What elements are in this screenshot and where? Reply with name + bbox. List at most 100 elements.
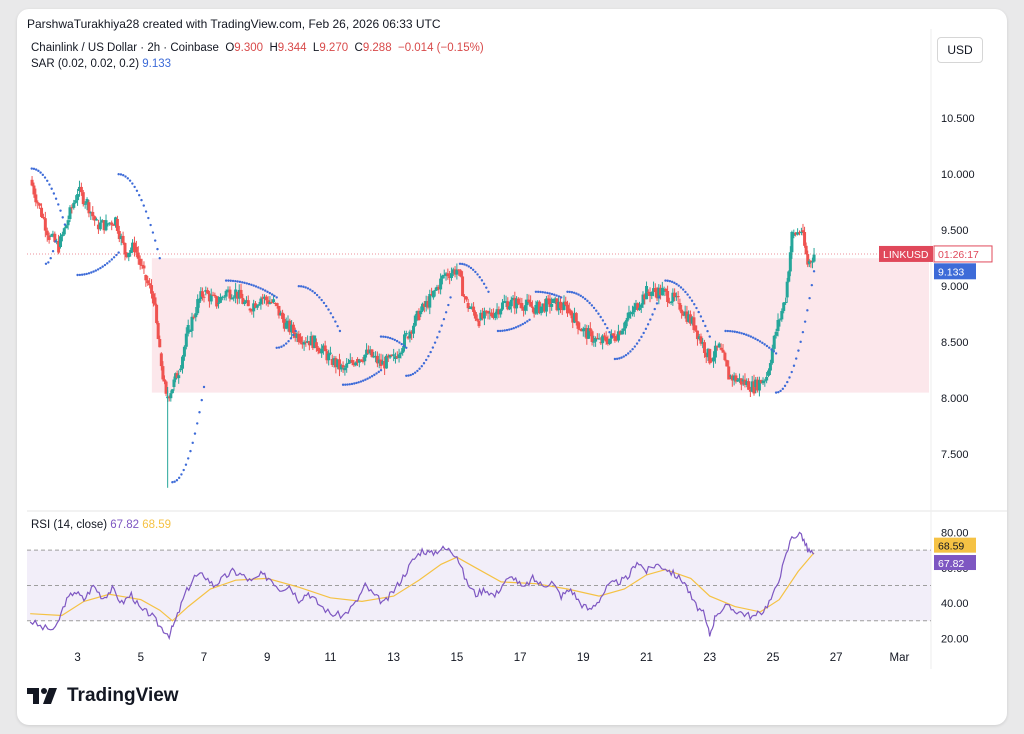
sar-dot (595, 309, 598, 312)
sar-dot (224, 279, 228, 282)
sar-dot (728, 329, 732, 333)
candle-body (328, 352, 332, 354)
symbol-legend[interactable]: Chainlink / US Dollar · 2h · Coinbase O9… (31, 42, 484, 54)
sar-dot (405, 346, 408, 349)
candle-body (49, 235, 53, 237)
sar-dot (108, 260, 111, 263)
candle-body (523, 305, 527, 311)
sar-dot (646, 323, 650, 326)
candle-body (70, 207, 74, 209)
x-axis-tick: 21 (640, 652, 653, 664)
candle-body (583, 328, 587, 331)
sar-dot (133, 185, 136, 189)
sar-dot (227, 279, 230, 282)
candle-body (490, 312, 494, 317)
candle-body (491, 314, 495, 318)
candle-body (513, 297, 517, 309)
candle-body (412, 325, 416, 334)
candle-body (643, 294, 647, 300)
candle-body (186, 325, 190, 334)
candle-body (314, 342, 318, 348)
sar-dot (735, 330, 739, 334)
sar-dot (355, 381, 358, 385)
tradingview-logo[interactable]: TradingView (27, 685, 179, 707)
sar-dot (747, 334, 750, 337)
candle-body (356, 359, 360, 363)
candle-body (41, 216, 45, 219)
price-tag-symbol: LINKUSD (883, 249, 929, 261)
candle-body (787, 271, 791, 282)
close-label: C (354, 42, 363, 54)
candle-body (290, 324, 294, 333)
candle-body (743, 379, 747, 385)
sar-dot (420, 364, 423, 368)
sar-dot (581, 296, 585, 299)
candle-body (368, 349, 372, 354)
sar-legend[interactable]: SAR (0.02, 0.02, 0.2) 9.133 (31, 58, 171, 70)
candle-body (761, 380, 765, 384)
sar-dot (534, 290, 538, 293)
candle-body (74, 200, 78, 203)
sar-dot (39, 171, 42, 174)
sar-dot (496, 329, 500, 333)
candle-body (386, 355, 390, 358)
candle-body (713, 345, 717, 358)
sar-dot (649, 318, 652, 321)
candle-body (522, 308, 526, 311)
candle-body (509, 299, 513, 307)
sar-dot (774, 352, 778, 355)
currency-button[interactable]: USD (937, 37, 983, 63)
sar-dot (770, 348, 773, 351)
candle-body (752, 381, 756, 394)
candle-body (448, 276, 452, 278)
sar-dot (144, 210, 148, 213)
sar-dot (78, 273, 82, 277)
candle-body (807, 260, 811, 264)
sar-dot (147, 216, 150, 220)
candle-body (548, 298, 552, 307)
sar-dot (63, 223, 67, 226)
candle-body (784, 302, 788, 304)
candle-body (306, 341, 310, 343)
candle-body (172, 379, 176, 387)
sar-value: 9.133 (142, 58, 172, 70)
candle-body (275, 303, 279, 306)
candle-body (170, 389, 174, 394)
candle-body (655, 292, 659, 299)
candle-body (504, 301, 508, 303)
candle-body (657, 287, 661, 299)
candle-body (645, 285, 649, 300)
sar-dot (681, 288, 685, 291)
candle-body (497, 309, 501, 315)
rsi-legend[interactable]: RSI (14, close) 67.82 68.59 (31, 519, 171, 531)
sar-dot (514, 326, 518, 329)
candle-body (348, 359, 352, 363)
candle-body (77, 186, 81, 191)
candle-body (625, 317, 629, 322)
candle-body (472, 306, 476, 313)
candle-body (413, 315, 417, 326)
candle-body (433, 289, 437, 291)
candle-body (430, 294, 434, 296)
candle-body (66, 220, 70, 226)
sar-dot (202, 385, 206, 389)
price-chart-svg[interactable]: 7.500 8.000 8.500 9.000 9.500 10.000 10.500 LIN… (17, 9, 1007, 725)
candle-body (417, 311, 421, 320)
sar-dot (346, 383, 349, 386)
sar-dot (644, 327, 648, 331)
candle-body (444, 273, 448, 275)
candle-body (508, 306, 512, 310)
candle-body (309, 335, 313, 346)
candle-body (479, 312, 483, 320)
sar-dot (653, 307, 656, 311)
candle-body (399, 352, 403, 355)
sar-dot (480, 279, 484, 282)
candle-body (539, 306, 543, 314)
candle-body (477, 320, 481, 327)
sar-dot (803, 320, 807, 323)
candle-body (634, 303, 638, 307)
sar-dot (664, 279, 667, 282)
sar-dot (266, 290, 269, 294)
candle-body (455, 269, 459, 275)
sar-dot (447, 303, 450, 307)
